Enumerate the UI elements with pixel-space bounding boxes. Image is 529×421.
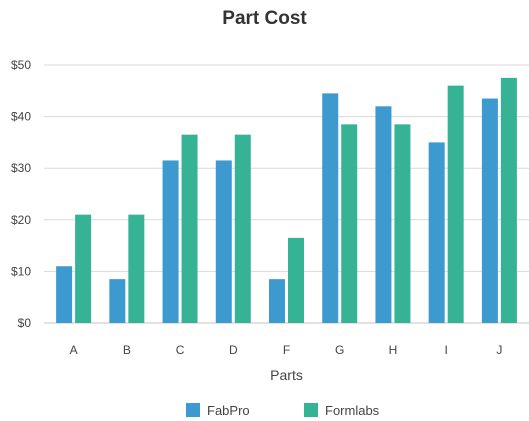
bar-formlabs-j [500,77,517,324]
bar-formlabs-g [341,124,358,323]
x-tick-label: J [496,343,502,357]
legend-label-fabpro: FabPro [207,403,250,418]
x-tick-label: F [283,343,290,357]
chart-title: Part Cost [222,8,307,29]
bar-fabpro-d [215,160,232,323]
bar-fabpro-j [481,98,498,323]
x-tick-label: I [444,343,447,357]
legend-swatch-fabpro [186,403,200,417]
y-tick-label: $0 [18,316,32,330]
x-tick-label: C [176,343,185,357]
legend-swatch-formlabs [304,403,318,417]
bar-formlabs-i [447,85,464,323]
y-tick-label: $50 [11,58,31,72]
legend-label-formlabs: Formlabs [325,403,380,418]
bar-fabpro-i [428,142,445,323]
x-tick-label: A [70,343,78,357]
y-tick-label: $30 [11,161,31,175]
x-axis-title: Parts [270,367,303,383]
y-tick-label: $40 [11,110,31,124]
x-tick-label: H [389,343,398,357]
x-tick-label: D [229,343,238,357]
bar-formlabs-f [288,237,304,323]
bar-fabpro-h [375,106,392,323]
bar-formlabs-h [394,124,411,323]
x-tick-label: G [335,343,344,357]
bar-fabpro-f [269,279,285,323]
x-tick-label: B [123,343,131,357]
bar-fabpro-b [109,279,126,323]
bar-fabpro-g [322,93,339,323]
y-tick-label: $20 [11,213,31,227]
bar-formlabs-d [234,134,251,323]
bar-formlabs-a [75,214,92,323]
bar-formlabs-b [128,214,145,323]
bar-fabpro-c [162,160,179,323]
bar-fabpro-a [56,266,73,323]
bar-formlabs-c [181,134,198,323]
y-tick-label: $10 [11,264,31,278]
